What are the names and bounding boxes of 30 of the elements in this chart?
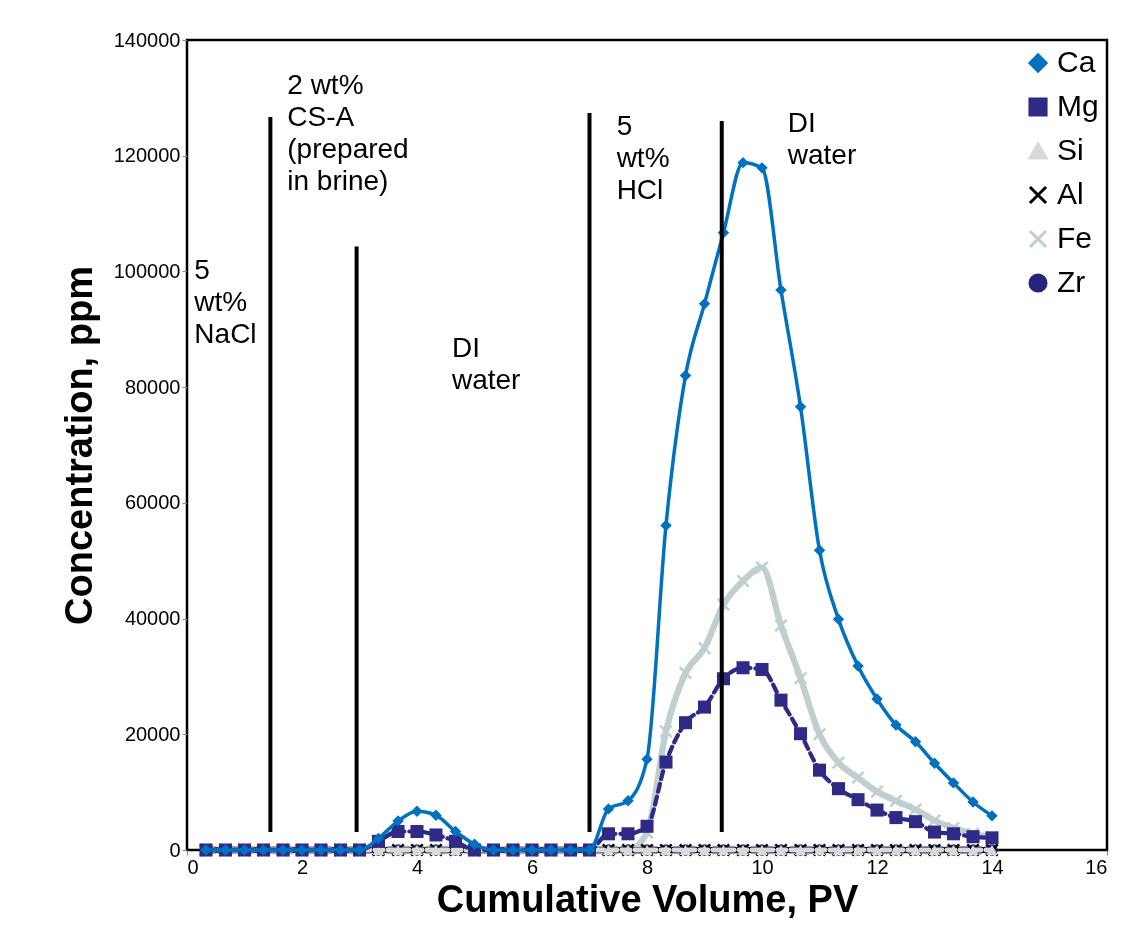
y-tick-label: 60000 xyxy=(124,491,181,514)
y-tick-label: 0 xyxy=(169,838,181,861)
annotation: 5 wt% HCl xyxy=(615,109,670,205)
x-tick-label: 16 xyxy=(1085,855,1108,878)
legend-label: Fe xyxy=(1057,221,1093,254)
x-tick-label: 12 xyxy=(866,855,889,878)
y-tick-label: 40000 xyxy=(124,607,181,630)
y-tick-label: 120000 xyxy=(113,144,181,167)
legend-label: Ca xyxy=(1057,45,1096,78)
x-tick-label: 8 xyxy=(641,855,654,878)
x-tick-label: 6 xyxy=(526,855,539,878)
x-tick-label: 10 xyxy=(751,855,774,878)
annotation: 5 wt% NaCl xyxy=(193,254,257,350)
legend-label: Al xyxy=(1057,177,1084,210)
x-tick-label: 2 xyxy=(296,855,309,878)
x-tick-label: 4 xyxy=(411,855,424,878)
x-tick-label: 14 xyxy=(981,855,1004,878)
y-axis-title: Concentration, ppm xyxy=(57,266,100,625)
y-tick-label: 100000 xyxy=(113,259,181,282)
annotation: DI water xyxy=(786,106,857,170)
legend-label: Si xyxy=(1057,133,1084,166)
y-tick-label: 80000 xyxy=(124,375,181,398)
x-axis-title: Cumulative Volume, PV xyxy=(436,877,859,920)
annotation: 2 wt% CS-A (prepared in brine) xyxy=(287,69,409,197)
legend-label: Zr xyxy=(1057,265,1086,298)
annotation: DI water xyxy=(450,331,521,395)
x-tick-label: 0 xyxy=(187,855,199,878)
y-tick-label: 140000 xyxy=(113,28,181,51)
legend-label: Mg xyxy=(1057,89,1099,122)
y-tick-label: 20000 xyxy=(124,722,181,745)
